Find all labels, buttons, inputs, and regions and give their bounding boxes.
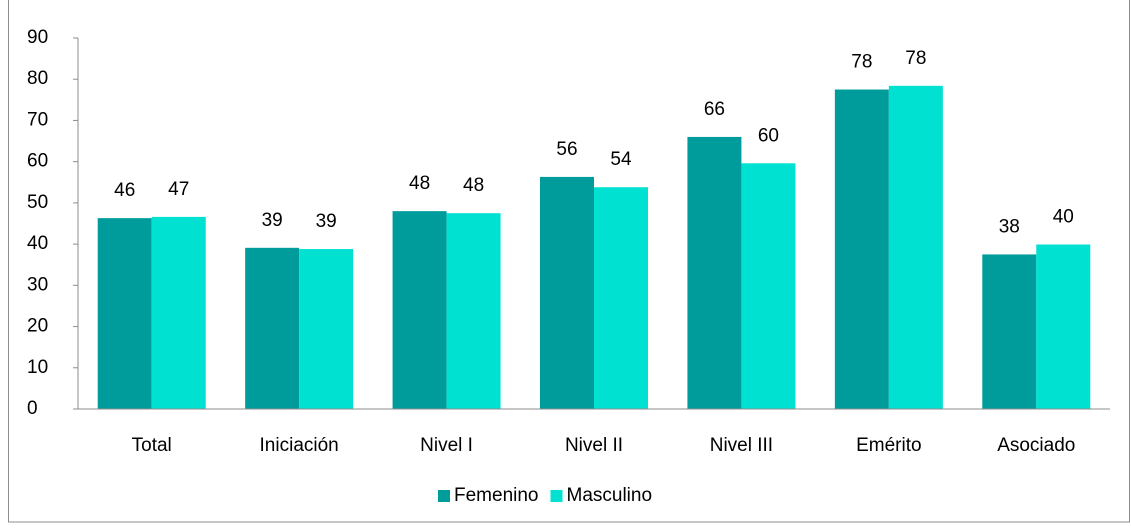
x-tick-label: Iniciación	[260, 435, 339, 456]
bar	[1036, 244, 1091, 409]
bar	[392, 211, 447, 409]
y-tick-label: 10	[27, 357, 48, 378]
y-tick-label: 70	[27, 109, 48, 130]
value-label: 48	[409, 173, 430, 194]
bar	[741, 163, 796, 409]
x-tick-label: Total	[132, 435, 172, 456]
value-label: 47	[168, 179, 189, 200]
y-tick-label: 60	[27, 151, 48, 172]
value-label: 78	[905, 48, 926, 69]
y-tick-label: 80	[27, 68, 48, 89]
value-label: 66	[704, 99, 725, 120]
x-tick-label: Nivel III	[710, 435, 773, 456]
y-tick-label: 0	[27, 398, 38, 419]
bar	[245, 247, 300, 409]
legend-label: Femenino	[454, 485, 539, 506]
value-label: 60	[758, 125, 779, 146]
bar	[97, 218, 152, 409]
bar	[982, 254, 1037, 409]
value-label: 48	[463, 175, 484, 196]
y-tick-label: 50	[27, 192, 48, 213]
y-tick-label: 90	[27, 27, 48, 48]
x-tick-label: Asociado	[997, 435, 1075, 456]
value-label: 46	[114, 180, 135, 201]
legend-swatch	[438, 490, 450, 502]
value-label: 40	[1053, 207, 1074, 228]
value-label: 78	[851, 52, 872, 73]
bar	[834, 89, 889, 410]
bar	[446, 213, 501, 409]
bar	[151, 216, 206, 409]
x-tick-label: Nivel I	[420, 435, 473, 456]
legend-label: Masculino	[567, 485, 653, 506]
y-tick-label: 40	[27, 233, 48, 254]
y-tick-label: 30	[27, 274, 48, 295]
legend-swatch	[550, 490, 563, 502]
bar	[540, 176, 594, 409]
bar	[888, 85, 943, 409]
value-label: 56	[556, 139, 577, 160]
value-label: 38	[999, 216, 1020, 237]
value-label: 39	[262, 210, 283, 231]
bar	[687, 136, 742, 409]
bar	[594, 187, 648, 409]
y-tick-label: 20	[27, 316, 48, 337]
x-tick-label: Emérito	[856, 435, 921, 456]
chart-frame	[8, 0, 1130, 523]
x-tick-label: Nivel II	[565, 435, 623, 456]
bar	[299, 249, 354, 409]
value-label: 54	[610, 149, 632, 170]
value-label: 39	[316, 211, 337, 232]
